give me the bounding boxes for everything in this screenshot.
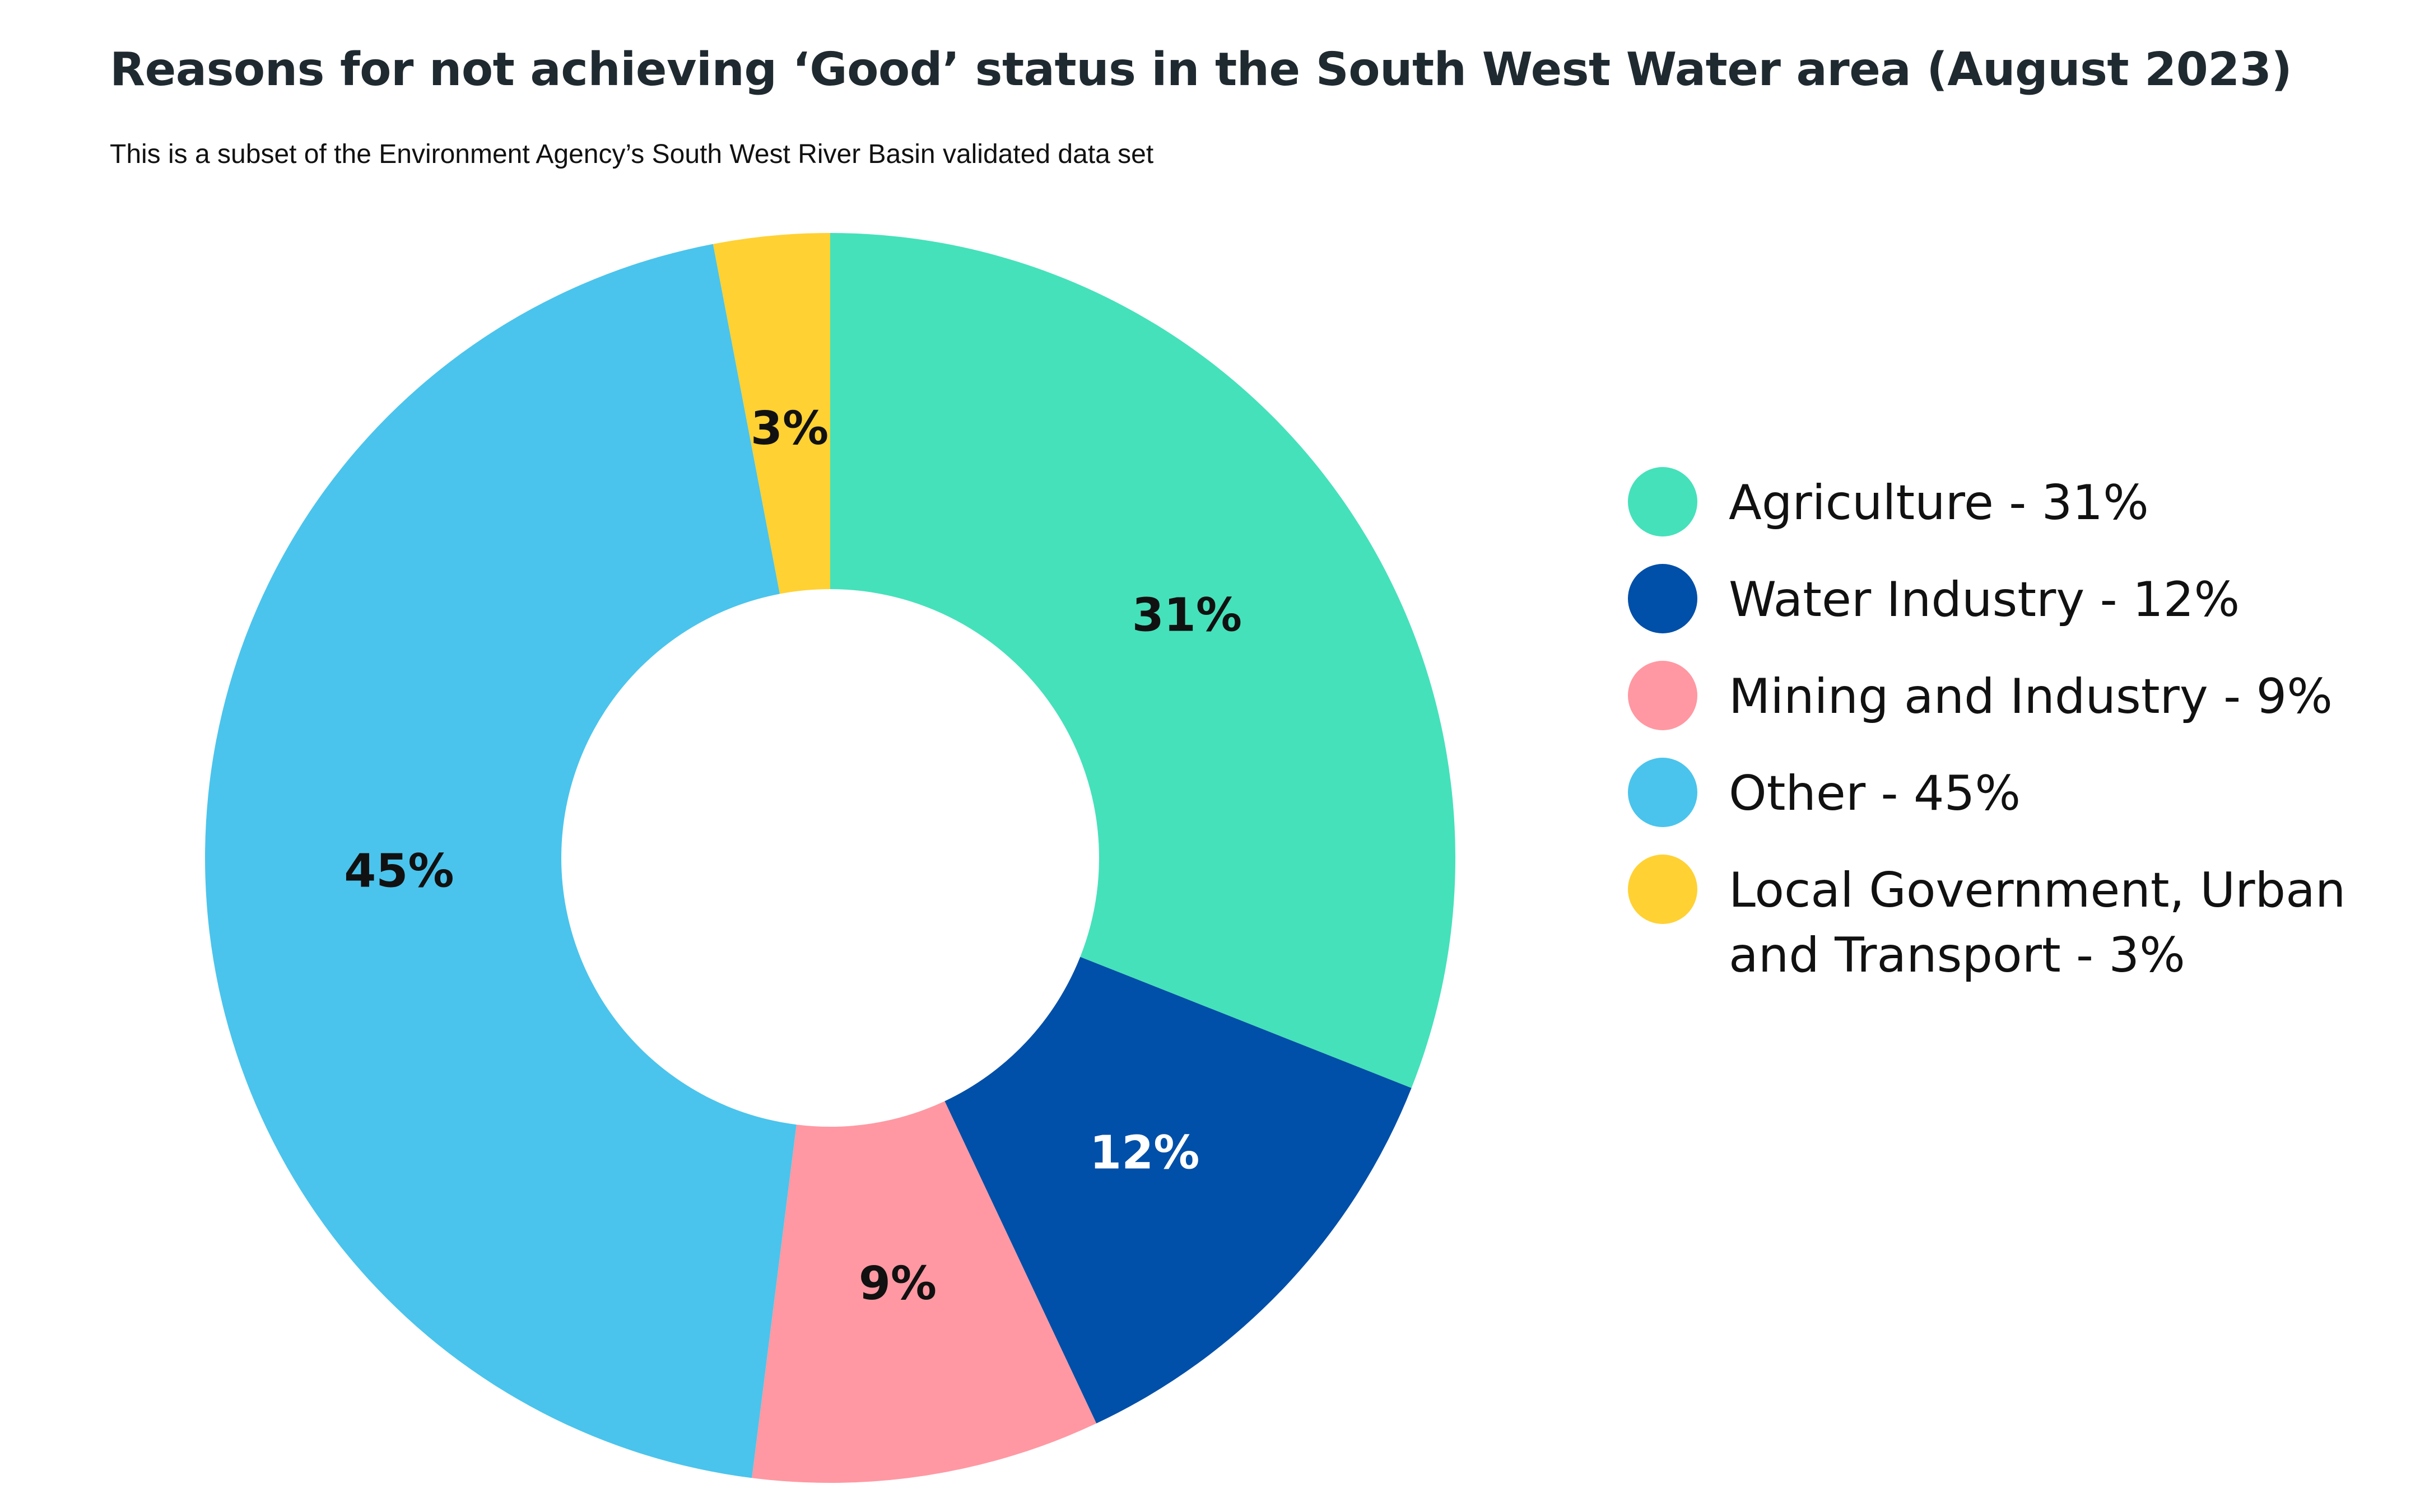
slice-label-agriculture: 31% <box>1132 589 1242 642</box>
slice-agriculture <box>830 233 1455 1088</box>
slice-label-local-government-urban-and-transport: 3% <box>751 402 829 455</box>
legend-label-agriculture: Agriculture - 31% <box>1729 475 2149 531</box>
chart-subtitle: This is a subset of the Environment Agen… <box>110 139 1154 169</box>
slice-water-industry <box>944 956 1412 1424</box>
legend-item-mining-and-industry: Mining and Industry - 9% <box>1628 661 2401 730</box>
slice-mining-and-industry <box>752 1101 1097 1483</box>
slice-label-mining-and-industry: 9% <box>859 1257 937 1310</box>
legend-item-other: Other - 45% <box>1628 758 2401 827</box>
legend-swatch-other <box>1628 758 1697 827</box>
slice-labels: 31% 12% 9% 45% 3% <box>344 402 1242 1310</box>
slice-label-water-industry: 12% <box>1090 1127 1199 1180</box>
chart-legend: Agriculture - 31% Water Industry - 12% Min… <box>1628 467 2401 1020</box>
slice-local-government-urban-and-transport <box>713 233 830 594</box>
legend-item-local-government-urban-and-transport: Local Government, Urban and Transport - … <box>1628 855 2401 988</box>
legend-label-local-government-urban-and-transport: Local Government, Urban and Transport - … <box>1729 862 2346 983</box>
legend-swatch-local-government-urban-and-transport <box>1628 855 1697 924</box>
legend-label-other: Other - 45% <box>1729 766 2021 822</box>
legend-item-agriculture: Agriculture - 31% <box>1628 467 2401 536</box>
slice-other <box>205 244 797 1478</box>
donut-slices <box>205 233 1455 1483</box>
legend-swatch-water-industry <box>1628 564 1697 633</box>
chart-title: Reasons for not achieving ‘Good’ status … <box>110 43 2292 96</box>
legend-label-water-industry: Water Industry - 12% <box>1729 572 2240 628</box>
legend-swatch-mining-and-industry <box>1628 661 1697 730</box>
legend-label-mining-and-industry: Mining and Industry - 9% <box>1729 669 2333 725</box>
slice-label-other: 45% <box>344 845 454 898</box>
legend-swatch-agriculture <box>1628 467 1697 536</box>
legend-item-water-industry: Water Industry - 12% <box>1628 564 2401 633</box>
